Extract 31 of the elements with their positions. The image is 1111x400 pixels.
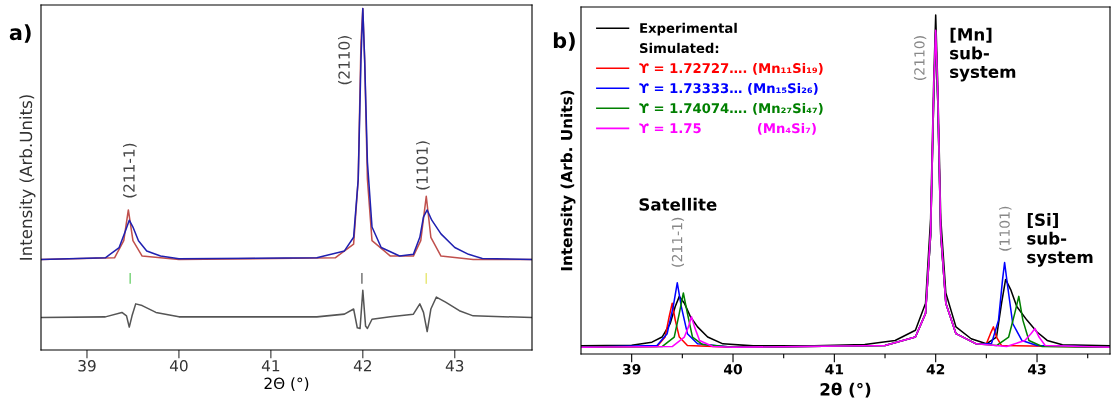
x-tick-label: 39 (622, 363, 641, 375)
annotation: (211-1) (671, 217, 684, 267)
legend-title: Simulated: (640, 42, 719, 54)
y-axis-title: Intensity (Arb.Units) (19, 95, 36, 260)
legend-label: ϒ = 1.73333… (Mn₁₅Si₂₆) (639, 82, 818, 95)
text: a) (9, 24, 31, 43)
x-tick-label: 40 (723, 363, 743, 375)
legend-label: ϒ = 1.75 (Mn₄Si₇) (639, 122, 816, 135)
x-tick-label: 42 (353, 359, 372, 372)
x-tick-label: 39 (78, 359, 96, 372)
legend-label: Experimental (640, 22, 737, 36)
annotation: (1101) (416, 141, 430, 190)
x-tick-label: 43 (445, 359, 464, 372)
annotation: (1101) (999, 206, 1012, 251)
x-tick-label: 43 (1028, 363, 1046, 375)
y-axis-title: Intensity (Arb. Units) (560, 90, 576, 271)
x-axis-title: 2Θ (°) (264, 377, 309, 391)
text: b) (553, 32, 575, 51)
annotation: [Si] sub- system (1027, 213, 1093, 267)
x-tick-label: 42 (926, 363, 945, 375)
annotation: (2110) (338, 36, 352, 85)
legend-label: ϒ = 1.72727…. (Mn₁₁Si₁₉) (639, 62, 823, 75)
legend-label: ϒ = 1.74074…. (Mn₂₇Si₄₇) (639, 102, 823, 115)
x-tick-label: 41 (261, 360, 280, 372)
x-tick-label: 40 (169, 359, 188, 372)
x-axis-title: 2θ (°) (820, 382, 871, 398)
x-tick-label: 41 (825, 364, 844, 375)
annotation: Satellite (639, 197, 717, 211)
annotation: (211-1) (122, 143, 137, 198)
annotation: [Mn] sub- system (950, 27, 1016, 82)
annotation: (2110) (913, 36, 927, 80)
